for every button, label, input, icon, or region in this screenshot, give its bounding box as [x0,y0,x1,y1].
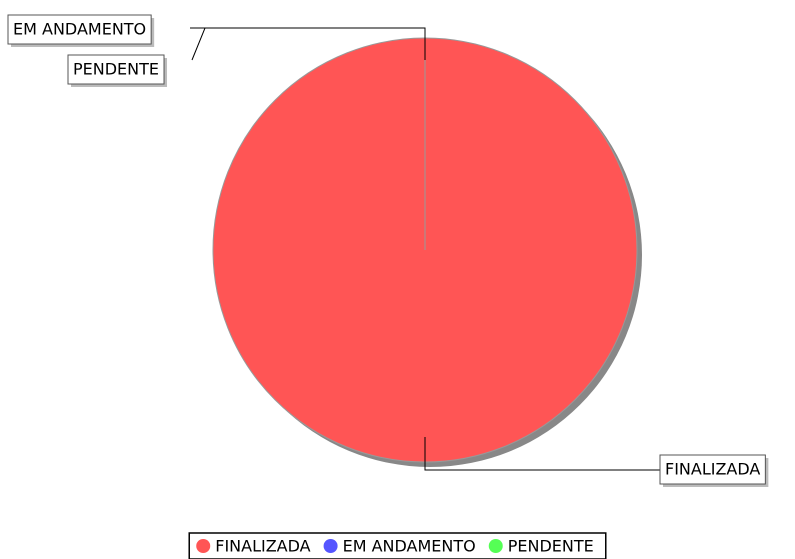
legend: FINALIZADA EM ANDAMENTO PENDENTE [188,532,607,559]
label-layer: FINALIZADA EM ANDAMENTO PENDENTE [7,14,769,487]
legend-marker [488,539,503,553]
leader-line [191,27,426,61]
legend-marker [323,539,338,553]
label-box [659,454,766,485]
legend-label: FINALIZADA [215,537,310,556]
label-box [7,14,152,45]
slice-label: PENDENTE [73,60,159,79]
slice-label: EM ANDAMENTO [13,20,146,39]
legend-box [188,532,607,559]
leader-line [424,437,660,471]
pie-layer [212,37,638,463]
legend-marker [196,539,211,553]
legend-label: PENDENTE [508,537,594,556]
label-box [67,54,165,85]
legend-label: EM ANDAMENTO [343,537,476,556]
slice-label: FINALIZADA [665,460,760,479]
